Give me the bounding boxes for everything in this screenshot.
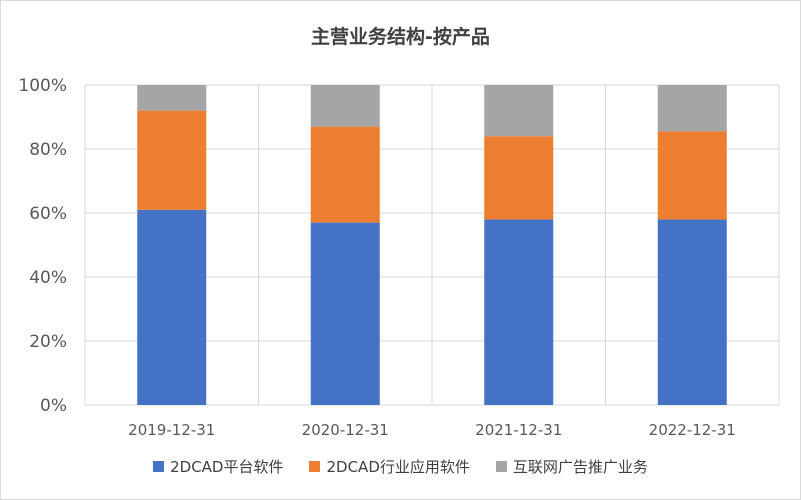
chart-legend: 2DCAD平台软件 2DCAD行业应用软件 互联网广告推广业务 — [0, 456, 801, 477]
bar-2-series-1 — [484, 136, 554, 220]
y-tick-label-0: 0% — [40, 396, 67, 416]
bar-0-series-0 — [137, 209, 207, 405]
legend-swatch-1 — [309, 461, 321, 472]
x-tick-label-1: 2020-12-31 — [302, 421, 389, 439]
legend-swatch-2 — [495, 461, 507, 472]
bar-2-series-2 — [484, 85, 554, 137]
bar-3-series-1 — [657, 131, 727, 220]
x-tick-label-0: 2019-12-31 — [128, 421, 215, 439]
bar-1-series-2 — [310, 85, 380, 127]
legend-label-0: 2DCAD平台软件 — [170, 458, 284, 476]
bar-1-series-1 — [310, 126, 380, 223]
chart-title: 主营业务结构-按产品 — [311, 26, 490, 48]
x-tick-label-3: 2022-12-31 — [649, 421, 736, 439]
bar-3-series-0 — [657, 219, 727, 405]
y-tick-label-4: 80% — [29, 140, 67, 160]
bar-2-series-0 — [484, 219, 554, 405]
x-tick-label-2: 2021-12-31 — [475, 421, 562, 439]
bar-0-series-2 — [137, 85, 207, 111]
legend-label-1: 2DCAD行业应用软件 — [326, 458, 470, 476]
y-tick-label-3: 60% — [29, 204, 67, 224]
legend-item-2: 互联网广告推广业务 — [495, 456, 648, 477]
legend-item-1: 2DCAD行业应用软件 — [309, 456, 470, 477]
bar-3-series-2 — [657, 85, 727, 132]
bar-0-series-1 — [137, 110, 207, 210]
y-tick-label-5: 100% — [18, 76, 67, 96]
y-tick-label-2: 40% — [29, 268, 67, 288]
y-tick-label-1: 20% — [29, 332, 67, 352]
legend-swatch-0 — [153, 461, 165, 472]
legend-item-0: 2DCAD平台软件 — [153, 456, 283, 477]
bar-1-series-0 — [310, 222, 380, 405]
legend-label-2: 互联网广告推广业务 — [512, 458, 648, 476]
